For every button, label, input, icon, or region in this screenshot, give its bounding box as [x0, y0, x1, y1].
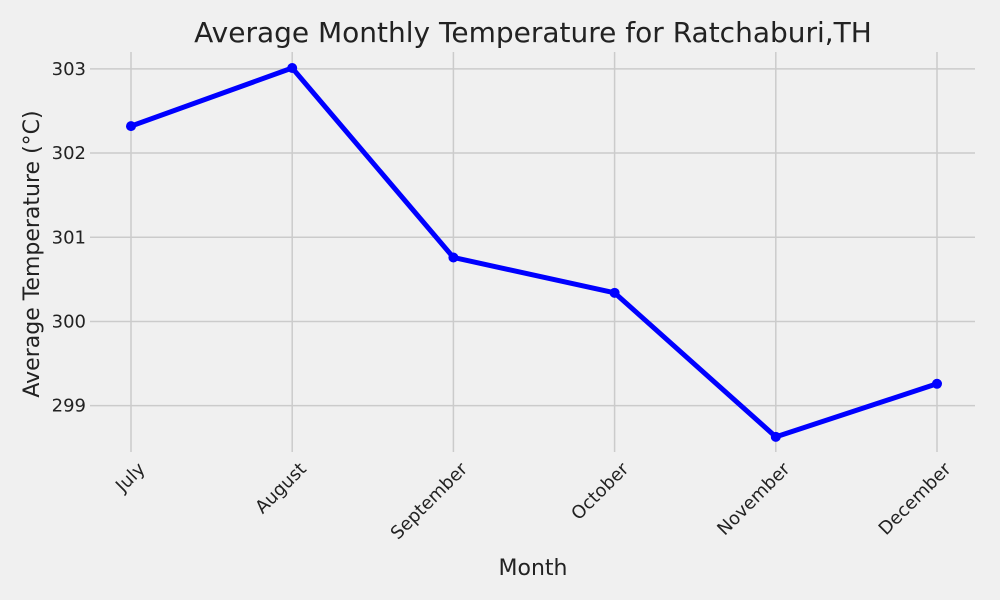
data-point [448, 252, 459, 263]
x-tick-label: August [251, 459, 310, 518]
series-layer [126, 63, 942, 442]
x-tick-label: October [567, 458, 633, 524]
data-point [770, 431, 781, 442]
grid [90, 52, 975, 452]
y-axis-label: Average Temperature (°C) [20, 110, 45, 397]
x-axis-label: Month [499, 556, 568, 581]
series-line [128, 65, 940, 440]
chart-title: Average Monthly Temperature for Ratchabu… [194, 16, 872, 49]
x-tick-label: September [387, 458, 473, 544]
x-tick-label: November [713, 458, 794, 539]
y-tick-label: 300 [52, 311, 86, 332]
x-tick-labels: July August September October November Decemb… [111, 458, 956, 544]
data-point [932, 378, 942, 389]
data-point [126, 121, 136, 132]
y-tick-labels: 299 300 301 302 303 [52, 59, 86, 417]
y-tick-label: 302 [52, 143, 86, 164]
y-tick-label: 303 [52, 59, 86, 80]
data-point [609, 287, 620, 298]
y-tick-label: 299 [52, 396, 86, 417]
y-tick-label: 301 [52, 227, 86, 248]
data-point [287, 63, 298, 73]
x-tick-label: July [111, 458, 150, 497]
x-tick-label: December [875, 458, 956, 539]
